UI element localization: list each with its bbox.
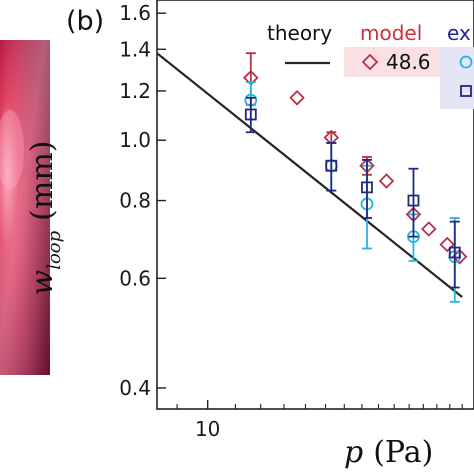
error-bar (408, 167, 419, 238)
point-diamond (439, 236, 455, 253)
point-square (407, 194, 420, 207)
theory-line (157, 52, 463, 298)
y-tick-label: 1.6 (119, 1, 151, 25)
point-square (448, 246, 461, 259)
legend-model-title: model (360, 21, 422, 45)
y-tick-label: 0.4 (119, 376, 151, 400)
error-bar (245, 96, 256, 134)
legend-theory-label: theory (267, 21, 332, 45)
y-tick-label: 1.2 (119, 79, 151, 103)
x-ticks: 10 (176, 400, 463, 441)
error-bar (361, 158, 372, 219)
y-tick-label: 0.6 (119, 266, 151, 290)
y-tick-label: 0.8 (119, 189, 151, 213)
svg-text:wloop(mm): wloop(mm) (25, 141, 65, 296)
panel-label: (b) (66, 6, 104, 37)
legend-exp-box (440, 47, 474, 109)
point-square (325, 159, 338, 172)
error-bar (449, 220, 460, 289)
legend: theory model 48.6 ex (267, 21, 474, 109)
legend-model-diamond (361, 53, 379, 71)
y-tick-label: 1.4 (119, 37, 151, 61)
x-axis-label: p (Pa) (344, 435, 433, 470)
y-tick-label: 1.0 (119, 128, 151, 152)
y-ticks: 0.4 0.6 0.8 1.0 1.2 1.4 1.6 (119, 1, 166, 400)
point-diamond (378, 173, 395, 189)
legend-exp-circle (459, 55, 473, 69)
point-square (244, 108, 257, 121)
neighbor-panel-photo (0, 40, 50, 375)
plot-area (157, 52, 468, 303)
x-tick-label: 10 (195, 417, 220, 441)
point-square (361, 181, 373, 194)
legend-exp-title: ex (447, 21, 471, 45)
legend-model-box (344, 47, 440, 77)
legend-exp-square (460, 85, 472, 97)
point-diamond (289, 90, 305, 106)
plot-frame (156, 0, 474, 410)
y-axis-label: wloop(mm) (25, 141, 65, 296)
error-bar (326, 142, 337, 192)
legend-model-value: 48.6 (386, 50, 431, 74)
point-diamond (421, 221, 437, 237)
